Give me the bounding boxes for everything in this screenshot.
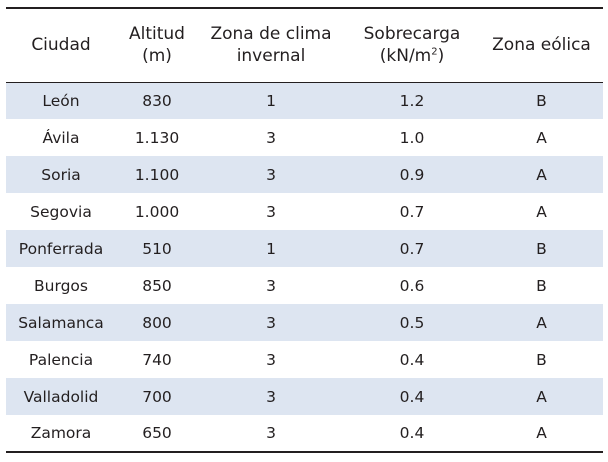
cell-wind-zone: B (480, 230, 603, 267)
cell-climate-zone: 3 (266, 350, 276, 369)
header-city-label: Ciudad (31, 35, 91, 56)
cell-wind-zone: B (536, 276, 547, 295)
cell-altitude: 740 (142, 350, 172, 369)
cell-altitude: 1.130 (134, 128, 180, 147)
table-row: Zamora 650 3 0.4 A (6, 415, 603, 452)
cell-climate-zone: 3 (198, 304, 344, 341)
table-body: León 830 1 1.2 B Ávila 1.130 3 1.0 A Sor… (6, 82, 603, 452)
cell-snow-load: 0.9 (344, 156, 480, 193)
cell-city: Zamora (30, 424, 92, 442)
cell-wind-zone: A (536, 128, 547, 147)
cell-climate-zone: 3 (266, 424, 276, 442)
header-climate-zone: Zona de clima invernal (198, 8, 344, 82)
cell-climate-zone: 1 (198, 230, 344, 267)
header-wind-label: Zona eólica (492, 35, 591, 56)
cell-altitude: 510 (116, 230, 198, 267)
cell-city: Burgos (34, 276, 88, 295)
table-header: Ciudad Altitud (m) Zona de clima inverna… (6, 8, 603, 82)
cell-city: Ponferrada (6, 230, 116, 267)
header-climate-line1: Zona de clima (210, 24, 332, 45)
cell-snow-load: 0.5 (344, 304, 480, 341)
cell-climate-zone: 1 (198, 82, 344, 119)
cell-altitude: 700 (116, 378, 198, 415)
header-load-line2-superscript: 2 (431, 46, 438, 58)
header-snow-load: Sobrecarga (kN/m2) (344, 8, 480, 82)
table-row: León 830 1 1.2 B (6, 82, 603, 119)
cell-snow-load: 0.4 (344, 378, 480, 415)
cell-city: Segovia (30, 202, 92, 221)
cell-snow-load: 0.7 (344, 230, 480, 267)
table-row: Ponferrada 510 1 0.7 B (6, 230, 603, 267)
header-load-line1: Sobrecarga (363, 24, 461, 45)
cell-city: Palencia (28, 350, 94, 369)
table-row: Valladolid 700 3 0.4 A (6, 378, 603, 415)
cell-wind-zone: A (536, 424, 547, 442)
cell-altitude: 1.000 (134, 202, 180, 221)
cell-climate-zone: 3 (198, 156, 344, 193)
cell-city: León (6, 82, 116, 119)
cell-wind-zone: B (480, 82, 603, 119)
cell-snow-load: 1.0 (399, 128, 425, 147)
cell-city: Ávila (42, 128, 80, 147)
cell-city: Salamanca (6, 304, 116, 341)
cell-climate-zone: 3 (198, 378, 344, 415)
table-row: Burgos 850 3 0.6 B (6, 267, 603, 304)
cell-wind-zone: A (480, 156, 603, 193)
cell-snow-load: 0.4 (399, 350, 425, 369)
header-altitude-line2: (m) (142, 46, 172, 67)
header-row: Ciudad Altitud (m) Zona de clima inverna… (6, 8, 603, 82)
cell-wind-zone: A (480, 378, 603, 415)
header-load-line2-suffix: ) (437, 46, 445, 67)
cell-city: Valladolid (6, 378, 116, 415)
table-row: Palencia 740 3 0.4 B (6, 341, 603, 378)
cell-snow-load: 1.2 (344, 82, 480, 119)
table-row: Ávila 1.130 3 1.0 A (6, 119, 603, 156)
table-row: Soria 1.100 3 0.9 A (6, 156, 603, 193)
header-city: Ciudad (6, 8, 116, 82)
cell-snow-load: 0.7 (399, 202, 425, 221)
header-climate-line2: invernal (236, 46, 306, 67)
cell-altitude: 800 (116, 304, 198, 341)
header-altitude: Altitud (m) (116, 8, 198, 82)
cell-climate-zone: 3 (266, 202, 276, 221)
cell-altitude: 650 (142, 424, 172, 442)
cell-wind-zone: A (480, 304, 603, 341)
cell-altitude: 830 (116, 82, 198, 119)
data-table-container: Ciudad Altitud (m) Zona de clima inverna… (6, 7, 603, 453)
cell-snow-load: 0.6 (399, 276, 425, 295)
header-load-line2-prefix: (kN/m (379, 46, 432, 67)
header-wind-zone: Zona eólica (480, 8, 603, 82)
cell-wind-zone: A (536, 202, 547, 221)
cell-wind-zone: B (536, 350, 547, 369)
cell-altitude: 850 (142, 276, 172, 295)
header-altitude-line1: Altitud (129, 24, 185, 45)
table-row: Segovia 1.000 3 0.7 A (6, 193, 603, 230)
snow-load-table: Ciudad Altitud (m) Zona de clima inverna… (6, 7, 603, 453)
cell-snow-load: 0.4 (399, 424, 425, 442)
cell-climate-zone: 3 (266, 128, 276, 147)
table-row: Salamanca 800 3 0.5 A (6, 304, 603, 341)
cell-city: Soria (6, 156, 116, 193)
cell-altitude: 1.100 (116, 156, 198, 193)
cell-climate-zone: 3 (266, 276, 276, 295)
